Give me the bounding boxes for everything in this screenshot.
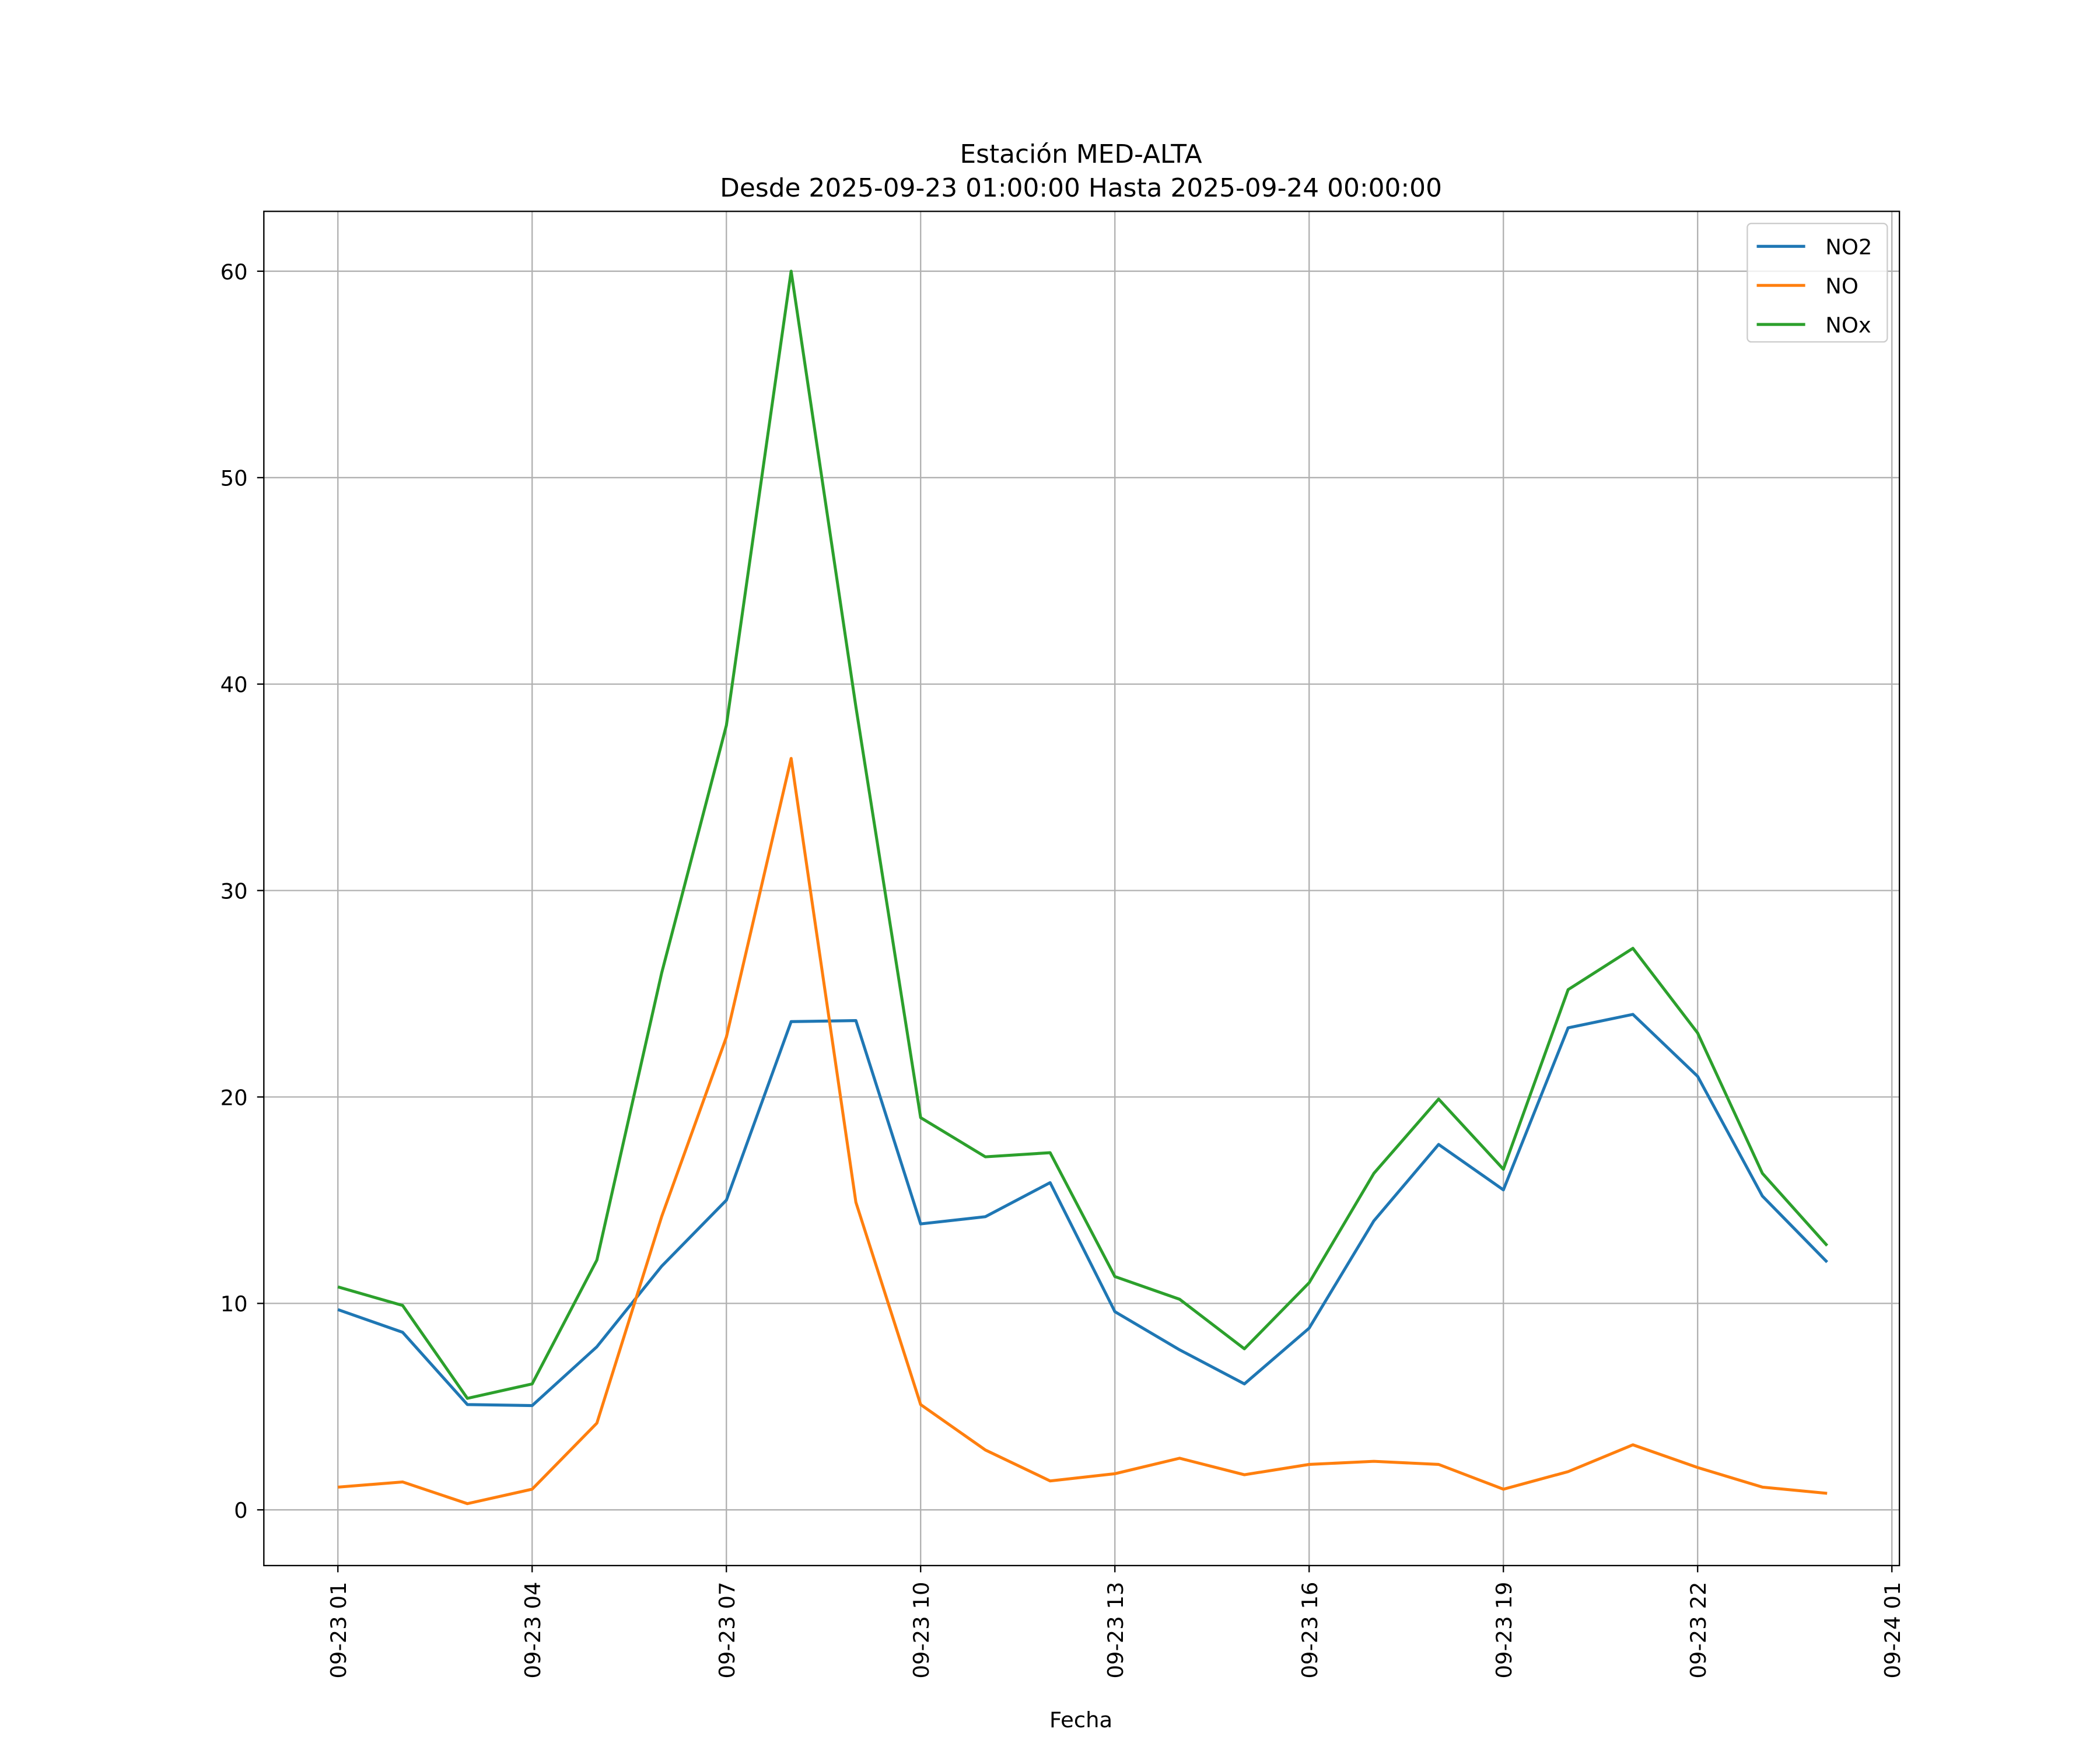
x-tick-label: 09-23 13	[1103, 1582, 1128, 1679]
y-tick-label: 40	[220, 673, 248, 698]
series-lines	[337, 270, 1829, 1506]
y-tick-label: 60	[220, 260, 248, 285]
x-tick-label: 09-23 19	[1492, 1582, 1517, 1679]
legend: NO2 NO NOx	[1746, 222, 1888, 343]
series-line-no2	[337, 1013, 1829, 1408]
y-tick-label: 20	[220, 1085, 248, 1110]
x-axis-label: Fecha	[1049, 1707, 1112, 1732]
plot-frame	[263, 211, 1901, 1566]
legend-label-no2: NO2	[1825, 235, 1872, 260]
x-tick-label: 09-23 22	[1686, 1582, 1711, 1679]
legend-label-no: NO	[1825, 274, 1859, 299]
y-tick-label: 0	[234, 1498, 247, 1523]
chart-subtitle: Desde 2025-09-23 01:00:00 Hasta 2025-09-…	[720, 173, 1442, 203]
x-tick-label: 09-23 07	[715, 1582, 740, 1679]
y-tick-label: 10	[220, 1292, 248, 1317]
y-tick-label: 50	[220, 466, 248, 491]
legend-box	[1746, 222, 1888, 343]
x-tick-label: 09-23 16	[1297, 1582, 1322, 1679]
x-tick-label: 09-23 01	[326, 1582, 351, 1679]
chart-title: Estación MED-ALTA	[960, 139, 1202, 169]
grid	[264, 211, 1900, 1566]
y-tick-label: 30	[220, 878, 248, 904]
series-line-nox	[337, 270, 1829, 1400]
ticks: 09-23 01 09-23 04 09-23 07 09-23 10 09-23 13…	[220, 260, 1905, 1679]
x-tick-label: 09-23 10	[909, 1582, 934, 1679]
series-line-no	[338, 757, 1828, 1506]
x-tick-label: 09-23 04	[520, 1582, 545, 1679]
legend-label-nox: NOx	[1825, 313, 1871, 338]
x-tick-label: 09-24 01	[1880, 1582, 1905, 1679]
